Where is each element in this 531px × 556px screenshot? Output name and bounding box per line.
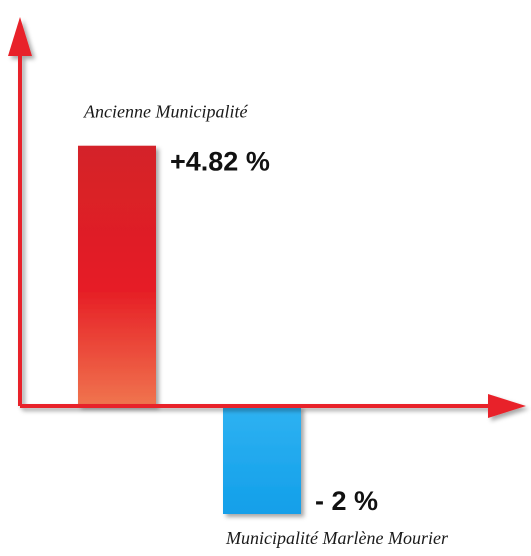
bar-positive <box>78 145 156 406</box>
category-label: Ancienne Municipalité <box>83 102 248 122</box>
y-axis-arrow-icon <box>8 17 32 56</box>
axes <box>8 17 526 418</box>
value-label: +4.82 % <box>170 147 270 177</box>
bars-layer <box>78 145 301 514</box>
labels-layer: +4.82 % Ancienne Municipalité - 2 % Municip… <box>83 102 449 548</box>
category-label: Municipalité Marlène Mourier <box>225 528 449 548</box>
value-label: - 2 % <box>315 486 378 516</box>
bar-negative <box>223 406 301 514</box>
x-axis-arrow-icon <box>488 394 526 418</box>
